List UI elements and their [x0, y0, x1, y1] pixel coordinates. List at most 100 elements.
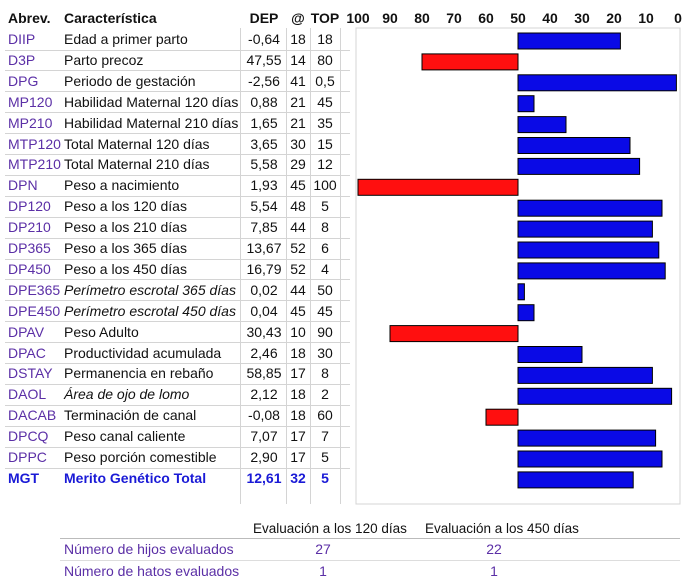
- row-dep: 7,07: [250, 428, 278, 445]
- row-trait: Perímetro escrotal 365 días: [64, 281, 236, 298]
- row-trait: Peso a nacimiento: [64, 177, 180, 194]
- row-accuracy: 17: [290, 449, 306, 465]
- row-accuracy: 18: [290, 31, 306, 47]
- row-abbr: DPE450: [8, 302, 61, 319]
- row-dep: 1,93: [250, 177, 278, 194]
- row-top: 5: [321, 198, 329, 215]
- row-accuracy: 21: [290, 114, 306, 131]
- bar-dp210: [517, 220, 653, 238]
- row-divider: [5, 279, 350, 281]
- top-percentile-chart: 100 90 80 70 60 50 40 30 20 10 0: [346, 10, 682, 505]
- row-accuracy: 14: [290, 51, 306, 68]
- row-abbr: MP210: [8, 114, 53, 131]
- row-top: 2: [321, 386, 329, 403]
- row-divider: [5, 258, 350, 260]
- x-tick-label: 70: [446, 10, 462, 26]
- row-trait: Perímetro escrotal 450 días: [64, 302, 236, 319]
- row-trait: Peso a los 210 días: [64, 219, 187, 236]
- header-trait: Característica: [64, 10, 157, 26]
- footer-sons-450: 22: [486, 541, 502, 557]
- row-abbr: DPCQ: [8, 428, 49, 445]
- row-dep: 30,43: [246, 323, 282, 340]
- header-abbr: Abrev.: [8, 10, 51, 26]
- row-dep: 3,65: [250, 135, 278, 152]
- row-dep: 16,79: [246, 260, 282, 277]
- header-accuracy: @: [291, 10, 305, 26]
- row-trait: Terminación de canal: [64, 407, 197, 424]
- bar-dp120: [517, 199, 663, 217]
- row-accuracy: 48: [290, 198, 306, 215]
- row-divider: [5, 300, 350, 302]
- row-accuracy: 17: [290, 428, 306, 445]
- row-dep: 2,12: [250, 386, 278, 403]
- total-trait: Merito Genético Total: [64, 469, 207, 486]
- bar-dpcq: [517, 429, 657, 447]
- x-tick-label: 100: [346, 10, 370, 26]
- row-divider: [5, 404, 350, 406]
- row-accuracy: 45: [290, 177, 306, 194]
- bar-dstay: [517, 366, 653, 384]
- row-accuracy: 29: [290, 156, 306, 173]
- row-top: 30: [317, 344, 333, 361]
- row-top: 45: [317, 302, 333, 319]
- footer-sons-120: 27: [315, 541, 331, 557]
- row-divider: [5, 49, 350, 51]
- total-dep: 12,61: [246, 469, 282, 486]
- row-dep: 5,54: [250, 198, 278, 215]
- row-divider: [5, 467, 350, 469]
- row-accuracy: 21: [290, 93, 306, 110]
- row-divider: [5, 154, 350, 155]
- row-divider: [5, 342, 350, 344]
- row-abbr: DP120: [8, 198, 51, 215]
- bar-mtp120: [517, 137, 631, 154]
- row-accuracy: 52: [290, 260, 306, 277]
- bar-mgt: [517, 471, 634, 489]
- row-top: 90: [317, 323, 333, 340]
- row-dep: 0,88: [250, 93, 278, 110]
- row-accuracy: 52: [290, 240, 306, 256]
- x-tick-label: 20: [606, 10, 622, 26]
- row-trait: Área de ojo de lomo: [64, 386, 190, 403]
- x-tick-label: 40: [542, 10, 558, 26]
- row-divider: [5, 363, 350, 364]
- row-abbr: DPAC: [8, 344, 46, 361]
- row-abbr: DACAB: [8, 407, 57, 424]
- x-tick-label: 10: [638, 10, 654, 26]
- row-dep: 5,58: [250, 156, 278, 173]
- total-top: 5: [321, 469, 329, 486]
- row-trait: Peso a los 120 días: [64, 198, 187, 215]
- bar-dp450: [517, 262, 666, 280]
- bar-daol: [517, 387, 673, 405]
- row-dep: -0,08: [248, 407, 280, 424]
- row-top: 6: [321, 240, 329, 256]
- row-divider: [5, 195, 350, 197]
- bar-mp120: [517, 95, 535, 113]
- row-top: 35: [317, 114, 333, 131]
- row-top: 18: [317, 31, 333, 47]
- row-accuracy: 44: [290, 281, 306, 298]
- row-accuracy: 18: [290, 386, 306, 403]
- x-tick-label: 80: [414, 10, 430, 26]
- total-accuracy: 32: [290, 469, 306, 486]
- row-dep: 2,46: [250, 344, 278, 361]
- row-trait: Parto precoz: [64, 51, 144, 68]
- header-dep: DEP: [249, 10, 279, 26]
- row-abbr: MP120: [8, 93, 53, 110]
- row-divider: [5, 321, 350, 323]
- row-top: 7: [321, 428, 329, 445]
- row-accuracy: 18: [290, 344, 306, 361]
- footer-divider: [60, 538, 680, 539]
- footer-divider: [60, 560, 680, 561]
- row-dep: 47,55: [246, 51, 282, 68]
- row-divider: [5, 70, 350, 72]
- bar-dppc: [517, 450, 663, 468]
- row-abbr: DPG: [8, 72, 39, 89]
- footer-label-sons: Número de hijos evaluados: [64, 541, 234, 557]
- row-top: 0,5: [315, 72, 335, 89]
- row-trait: Peso Adulto: [64, 323, 139, 340]
- row-trait: Total Maternal 120 días: [64, 135, 210, 152]
- x-tick-label: 60: [478, 10, 494, 26]
- row-dep: 58,85: [246, 365, 282, 382]
- footer-label-herds: Número de hatos evaluados: [64, 563, 240, 579]
- row-top: 80: [317, 51, 333, 68]
